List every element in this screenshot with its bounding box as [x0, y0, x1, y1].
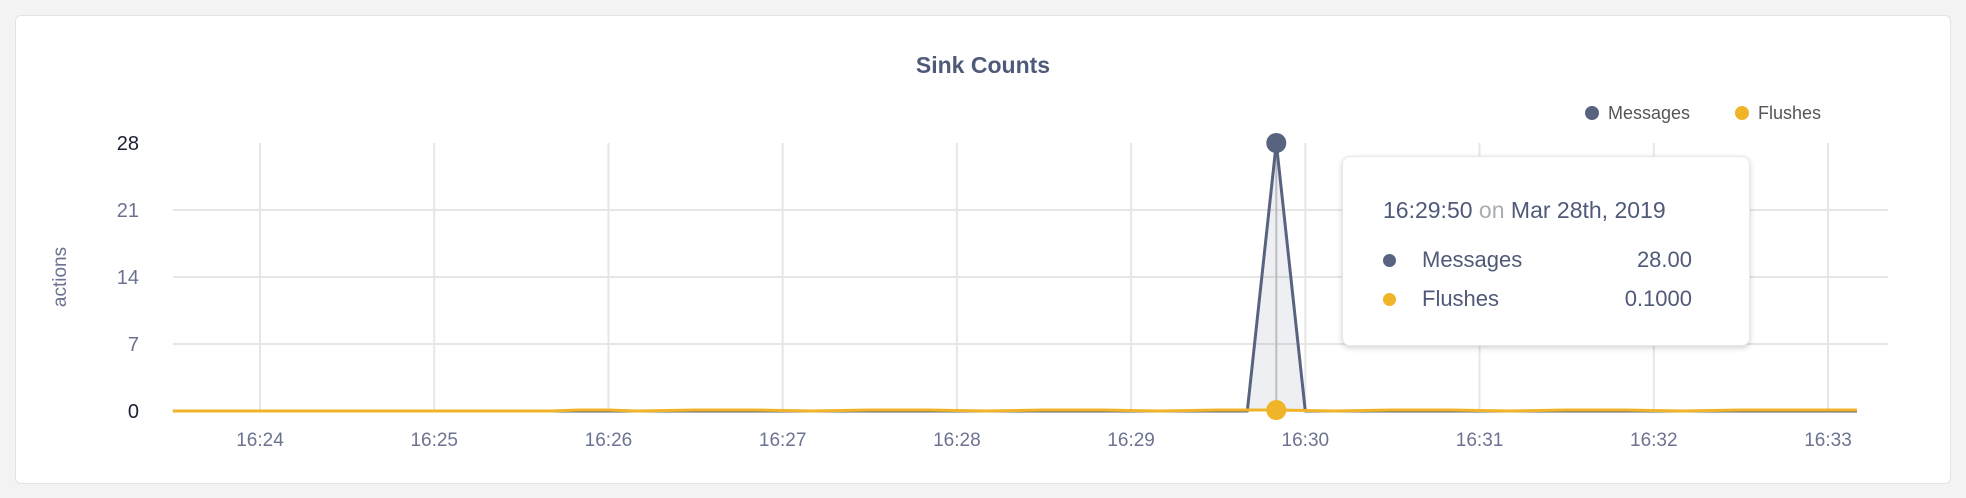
x-tick-label: 16:26 [585, 430, 633, 451]
y-tick-label: 7 [128, 334, 139, 356]
x-tick-label: 16:30 [1282, 430, 1330, 451]
highlight-point-messages [1266, 133, 1287, 153]
series-line-flushes [172, 408, 1857, 413]
tooltip-value: 28.00 [1636, 247, 1692, 272]
legend-label-messages[interactable]: Messages [1608, 103, 1690, 123]
x-tick-label: 16:32 [1630, 430, 1678, 451]
highlight-point-flushes [1266, 400, 1287, 421]
tooltip-label: Messages [1422, 247, 1523, 272]
tooltip-date: Mar 28th, 2019 [1510, 197, 1666, 223]
tooltip-timestamp: 16:29:50 on Mar 28th, 2019 [1383, 197, 1666, 224]
tooltip-value: 0.1000 [1624, 286, 1692, 311]
tooltip-time: 16:29:50 [1383, 197, 1473, 223]
chart-title: Sink Counts [916, 52, 1050, 78]
y-axis-label: actions [50, 247, 71, 307]
legend-label-flushes[interactable]: Flushes [1758, 103, 1821, 123]
flushes-dot-icon [1383, 293, 1396, 306]
x-tick-label: 16:31 [1456, 430, 1504, 451]
legend-dot-flushes-icon [1735, 106, 1749, 120]
x-tick-label: 16:25 [410, 430, 458, 451]
x-tick-label: 16:27 [759, 430, 807, 451]
messages-dot-icon [1383, 254, 1396, 267]
y-tick-label: 14 [117, 267, 139, 289]
tooltip-row-flushes: Flushes 0.1000 [1383, 284, 1692, 314]
x-tick-label: 16:29 [1107, 430, 1155, 451]
y-tick-label: 21 [117, 200, 139, 222]
x-tick-label: 16:28 [933, 430, 981, 451]
x-tick-label: 16:33 [1804, 430, 1852, 451]
tooltip-row-messages: Messages 28.00 [1383, 245, 1692, 275]
x-tick-label: 16:24 [236, 430, 284, 451]
chart-tooltip: 16:29:50 on Mar 28th, 2019 Messages 28.0… [1342, 156, 1750, 346]
y-tick-label: 0 [128, 401, 139, 423]
tooltip-label: Flushes [1422, 286, 1500, 311]
tooltip-on: on [1478, 197, 1505, 223]
y-tick-label: 28 [117, 133, 139, 155]
legend-dot-messages-icon [1585, 106, 1599, 120]
